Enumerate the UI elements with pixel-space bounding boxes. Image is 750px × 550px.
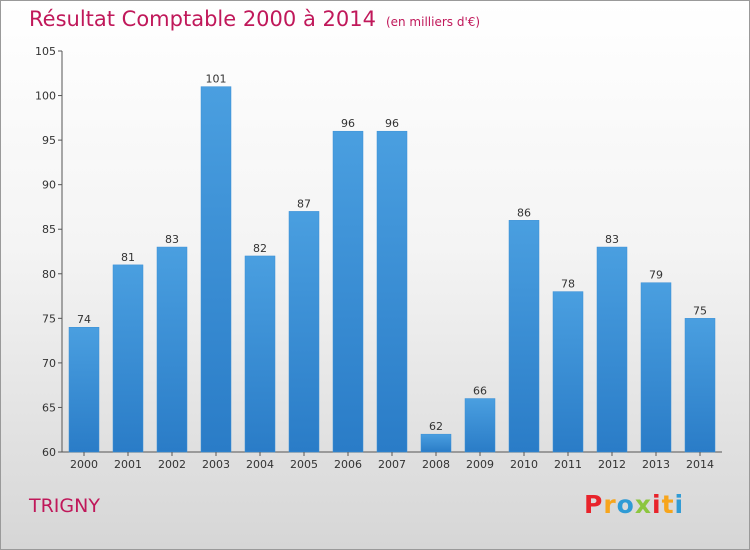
x-tick-label: 2011 [554,458,582,471]
data-label: 87 [297,197,311,210]
data-label: 101 [206,73,227,86]
logo-letter: t [661,490,675,519]
data-label: 81 [121,251,135,264]
data-label: 78 [561,278,575,291]
logo-letter: P [584,490,604,519]
data-label: 82 [253,242,267,255]
data-label: 75 [693,304,707,317]
data-label: 62 [429,420,443,433]
bar [244,255,276,453]
bar [596,246,628,453]
data-label: 66 [473,385,487,398]
bar [68,326,100,453]
x-tick-label: 2007 [378,458,406,471]
logo-letter: i [674,490,685,519]
chart-title: Résultat Comptable 2000 à 2014 (en millie… [29,7,480,31]
x-tick-label: 2005 [290,458,318,471]
x-tick-label: 2002 [158,458,186,471]
x-tick-label: 2013 [642,458,670,471]
bar [332,130,364,453]
x-tick-label: 2008 [422,458,450,471]
bar [684,318,716,453]
x-tick-label: 2012 [598,458,626,471]
bar [640,282,672,453]
y-tick-label: 95 [42,134,56,147]
logo-letter: x [634,490,652,519]
data-label: 74 [77,313,91,326]
data-label: 86 [517,206,531,219]
bar [156,246,188,453]
y-tick-label: 60 [42,446,56,459]
bar [200,86,232,453]
x-tick-label: 2003 [202,458,230,471]
x-tick-label: 2006 [334,458,362,471]
y-tick-label: 105 [35,45,56,58]
chart-subtitle: (en milliers d'€) [385,15,481,29]
y-tick-label: 65 [42,401,56,414]
y-tick-label: 100 [35,90,56,103]
commune-name: TRIGNY [29,495,100,517]
y-tick-label: 75 [42,312,56,325]
y-tick-label: 90 [42,179,56,192]
bar [508,220,540,453]
logo-letter: o [616,490,635,519]
x-tick-label: 2001 [114,458,142,471]
bar [112,264,144,453]
logo-letter: i [652,490,662,519]
bar [420,433,452,453]
y-tick-label: 80 [42,268,56,281]
y-tick-label: 85 [42,223,56,236]
data-label: 83 [605,233,619,246]
x-tick-label: 2009 [466,458,494,471]
y-tick-label: 70 [42,357,56,370]
x-tick-label: 2010 [510,458,538,471]
bar [288,211,320,453]
logo-letter: r [603,490,617,519]
data-label: 83 [165,233,179,246]
data-label: 79 [649,269,663,282]
bar [464,398,496,453]
proxiti-logo: Proxiti [584,490,684,519]
x-tick-label: 2004 [246,458,274,471]
bar [376,130,408,453]
chart-title-text: Résultat Comptable 2000 à 2014 [29,7,376,31]
data-label: 96 [341,117,355,130]
data-label: 96 [385,117,399,130]
x-tick-label: 2000 [70,458,98,471]
bar [552,291,584,453]
x-tick-label: 2014 [686,458,714,471]
